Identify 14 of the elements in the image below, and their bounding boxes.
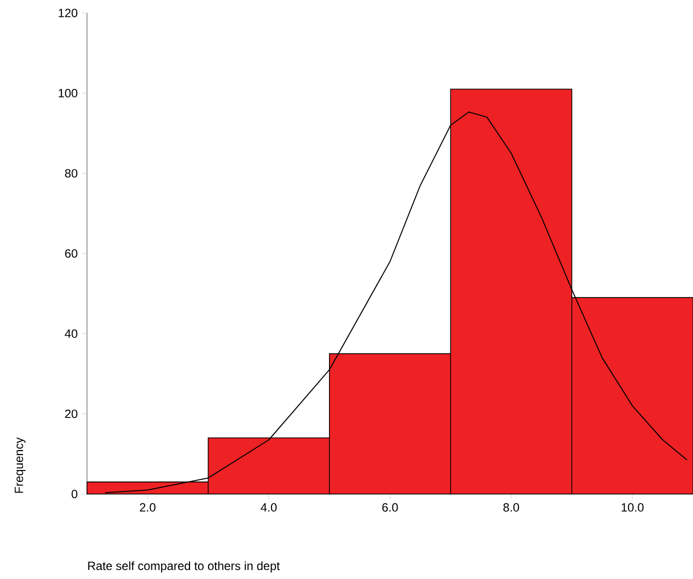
y-tick-label: 80 bbox=[65, 169, 78, 178]
x-tick-label: 8.0 bbox=[503, 503, 520, 512]
y-tick-label: 20 bbox=[65, 410, 78, 418]
x-tick-label: 4.0 bbox=[260, 503, 277, 512]
y-tick-label: 100 bbox=[58, 88, 78, 98]
x-tick-label: 6.0 bbox=[382, 503, 398, 512]
y-tick-label: 120 bbox=[58, 8, 78, 18]
y-tick-label: 0 bbox=[72, 490, 78, 498]
x-axis-title: Rate self compared to others in dept bbox=[88, 561, 280, 572]
x-tick-label: 2.0 bbox=[140, 503, 156, 512]
y-tick-label: 40 bbox=[64, 329, 78, 338]
y-tick-label: 60 bbox=[65, 249, 78, 258]
x-tick-label: 10.0 bbox=[622, 503, 644, 512]
y-axis-title: Frequency bbox=[14, 437, 26, 493]
